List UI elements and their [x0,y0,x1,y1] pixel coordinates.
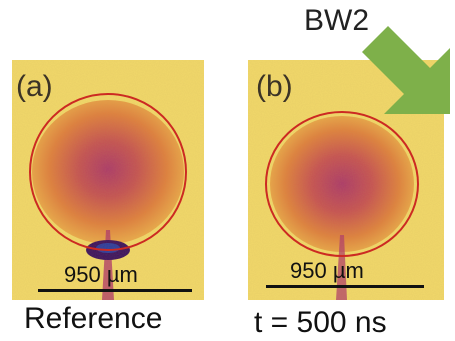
panel-a-scale-bar [38,289,192,292]
panel-b-image [248,60,444,300]
green-arrow-icon [360,20,452,121]
panel-b-scale-bar [266,285,424,288]
panel-b-scale-label: 950 µm [290,258,364,283]
panel-a-scale-label: 950 µm [64,262,138,287]
panel-a-image [12,60,204,300]
panel-a-caption: Reference [24,302,163,335]
arrow-label: BW2 [304,4,370,37]
panel-a-label: (a) [16,70,53,103]
panel-b-label: (b) [256,70,293,103]
panel-b-caption: t = 500 ns [254,306,387,339]
